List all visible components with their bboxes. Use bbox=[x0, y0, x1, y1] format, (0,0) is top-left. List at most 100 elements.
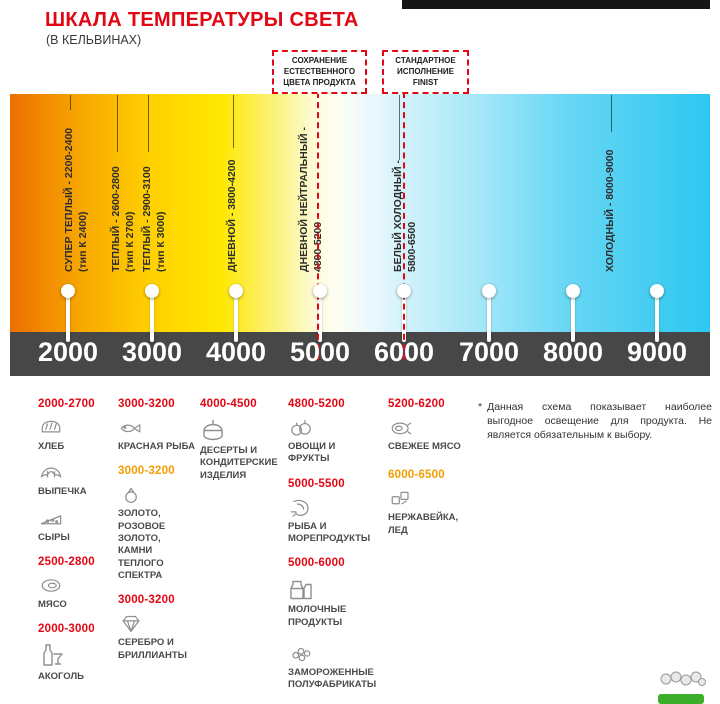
range-label: 5000-6000 bbox=[288, 557, 345, 570]
product-group: 5000-6000 МОЛОЧНЫЕ ПРОДУКТЫ ЗАМОРОЖЕННЫЕ… bbox=[288, 557, 378, 691]
callout-line: ЦВЕТА ПРОДУКТА bbox=[283, 77, 356, 87]
zone-label-cold: ХОЛОДНЫЙ - 8000-9000 bbox=[604, 150, 618, 272]
zone-sub: (тип К 3000) bbox=[154, 211, 167, 272]
product-item: СЫРЫ bbox=[38, 508, 114, 544]
zone-sub: 5800-6500 bbox=[405, 221, 418, 272]
product-group: 2000-2700 ХЛЕБ ВЫПЕЧКА СЫРЫ bbox=[38, 398, 114, 544]
footnote-asterisk: * bbox=[478, 401, 483, 413]
callout-natural-color: СОХРАНЕНИЕ ЕСТЕСТВЕННОГО ЦВЕТА ПРОДУКТА bbox=[272, 50, 367, 95]
range-label: 5200-6200 bbox=[388, 398, 445, 410]
product-item: ХЛЕБ bbox=[38, 417, 114, 453]
scale-marker-stem bbox=[487, 294, 491, 342]
zone-main: СУПЕР ТЕПЛЫЙ - 2200-2400 bbox=[63, 127, 75, 272]
product-label: МЯСО bbox=[38, 599, 67, 611]
kelvin-tick-6000: 6000 bbox=[373, 337, 435, 367]
bread-icon bbox=[38, 417, 64, 438]
product-column-1: 2000-2700 ХЛЕБ ВЫПЕЧКА СЫРЫ 250 bbox=[38, 398, 114, 696]
temperature-gradient-bar bbox=[10, 94, 710, 332]
range-label: 2500-2800 bbox=[38, 556, 95, 569]
product-label: ЗАМОРОЖЕННЫЕ ПОЛУФАБРИКАТЫ bbox=[288, 667, 377, 691]
zone-tick bbox=[70, 95, 71, 110]
product-column-2: 3000-3200 КРАСНАЯ РЫБА 3000-3200 ЗОЛОТО,… bbox=[118, 398, 196, 674]
alcohol-icon bbox=[38, 642, 64, 668]
pastry-icon bbox=[38, 462, 64, 483]
callout-finist-standard: СТАНДАРТНОЕ ИСПОЛНЕНИЕ FINIST bbox=[382, 50, 469, 95]
product-item: КРАСНАЯ РЫБА bbox=[118, 417, 196, 453]
product-group: 4800-5200 ОВОЩИ И ФРУКТЫ bbox=[288, 398, 378, 466]
product-item: НЕРЖАВЕЙКА, ЛЕД bbox=[388, 488, 468, 537]
gold-ring-icon bbox=[118, 484, 144, 505]
kelvin-tick-8000: 8000 bbox=[542, 337, 604, 367]
seafood-icon bbox=[288, 497, 314, 518]
range-label: 3000-3200 bbox=[118, 398, 175, 410]
scale-marker bbox=[313, 284, 327, 298]
page-title: ШКАЛА ТЕМПЕРАТУРЫ СВЕТА bbox=[45, 9, 359, 31]
product-label: СВЕЖЕЕ МЯСО bbox=[388, 441, 461, 452]
zone-tick bbox=[148, 95, 149, 152]
frozen-cluster-icon bbox=[660, 671, 706, 686]
zone-label-daylight: ДНЕВНОЙ - 3800-4200 bbox=[226, 160, 240, 273]
product-label: АКОГОЛЬ bbox=[38, 671, 84, 683]
zone-main: ТЕПЛЫЙ - 2600-2800 bbox=[110, 166, 122, 272]
zone-label-cold-white: БЕЛЫЙ ХОЛОДНЫЙ - 5800-6500 bbox=[392, 160, 419, 272]
zone-main: ДНЕВНОЙ - 3800-4200 bbox=[226, 159, 238, 273]
green-tag bbox=[658, 694, 704, 704]
kelvin-tick-7000: 7000 bbox=[458, 337, 520, 367]
product-group: 3000-3200 СЕРЕБРО И БРИЛЛИАНТЫ bbox=[118, 594, 196, 662]
range-label: 4800-5200 bbox=[288, 398, 345, 410]
product-group: 5200-6200 СВЕЖЕЕ МЯСО bbox=[388, 398, 468, 453]
kelvin-tick-3000: 3000 bbox=[121, 337, 183, 367]
product-group: 4000-4500 ДЕСЕРТЫ И КОНДИТЕРСКИЕ ИЗДЕЛИЯ bbox=[200, 398, 282, 482]
footnote-text: Данная схема показывает наиболее выгодно… bbox=[487, 401, 712, 442]
product-item: ОВОЩИ И ФРУКТЫ bbox=[288, 417, 378, 466]
zone-main: ДНЕВНОЙ НЕЙТРАЛЬНЫЙ - bbox=[298, 127, 310, 272]
callout-line: СОХРАНЕНИЕ bbox=[291, 56, 348, 65]
scale-marker-stem bbox=[655, 294, 659, 342]
diamond-icon bbox=[118, 613, 144, 634]
scale-marker-stem bbox=[571, 294, 575, 342]
product-item: ВЫПЕЧКА bbox=[38, 462, 114, 498]
product-label: ЗОЛОТО, РОЗОВОЕ ЗОЛОТО, КАМНИ ТЕПЛОГО СП… bbox=[118, 508, 166, 582]
zone-sub: (тип К 2400) bbox=[76, 211, 89, 272]
zone-label-super-warm: СУПЕР ТЕПЛЫЙ - 2200-2400 (тип К 2400) bbox=[63, 128, 90, 272]
product-column-5: 5200-6200 СВЕЖЕЕ МЯСО 6000-6500 НЕРЖАВЕЙ… bbox=[388, 398, 468, 549]
scale-marker bbox=[61, 284, 75, 298]
scale-marker-stem bbox=[66, 294, 70, 342]
zone-label-warm-2700: ТЕПЛЫЙ - 2600-2800 (тип К 2700) bbox=[110, 166, 137, 272]
callout-line: ЕСТЕСТВЕННОГО bbox=[283, 66, 356, 76]
product-label: РЫБА И МОРЕПРОДУКТЫ bbox=[288, 520, 371, 545]
scale-marker-stem bbox=[234, 294, 238, 342]
scale-marker bbox=[650, 284, 664, 298]
product-group: 2000-3000 АКОГОЛЬ bbox=[38, 623, 114, 683]
product-label: ДЕСЕРТЫ И КОНДИТЕРСКИЕ ИЗДЕЛИЯ bbox=[200, 445, 278, 481]
scale-marker bbox=[566, 284, 580, 298]
product-column-3: 4000-4500 ДЕСЕРТЫ И КОНДИТЕРСКИЕ ИЗДЕЛИЯ bbox=[200, 398, 282, 494]
meat-icon bbox=[38, 575, 64, 596]
callout-line: ИСПОЛНЕНИЕ bbox=[397, 66, 454, 76]
range-label: 4000-4500 bbox=[200, 398, 257, 410]
product-label: ОВОЩИ И ФРУКТЫ bbox=[288, 441, 336, 465]
kelvin-tick-5000: 5000 bbox=[289, 337, 351, 367]
scale-marker-stem bbox=[150, 294, 154, 342]
scale-marker-stem bbox=[318, 294, 322, 342]
zone-tick bbox=[399, 95, 400, 160]
frozen-products-thumbnail bbox=[658, 670, 708, 704]
product-item: ЗАМОРОЖЕННЫЕ ПОЛУФАБРИКАТЫ bbox=[288, 643, 378, 692]
product-group: 3000-3200 ЗОЛОТО, РОЗОВОЕ ЗОЛОТО, КАМНИ … bbox=[118, 465, 196, 582]
dairy-icon bbox=[288, 576, 314, 601]
zone-main: ТЕПЛЫЙ - 2900-3100 bbox=[141, 166, 153, 272]
zone-tick bbox=[117, 95, 118, 152]
product-group: 6000-6500 НЕРЖАВЕЙКА, ЛЕД bbox=[388, 469, 468, 537]
kelvin-tick-4000: 4000 bbox=[205, 337, 267, 367]
product-item: МОЛОЧНЫЕ ПРОДУКТЫ bbox=[288, 576, 378, 629]
product-item: СЕРЕБРО И БРИЛЛИАНТЫ bbox=[118, 613, 196, 662]
product-item: ЗОЛОТО, РОЗОВОЕ ЗОЛОТО, КАМНИ ТЕПЛОГО СП… bbox=[118, 484, 196, 582]
cheese-icon bbox=[38, 508, 64, 529]
top-dark-strip bbox=[402, 0, 710, 9]
footnote: * Данная схема показывает наиболее выгод… bbox=[478, 400, 712, 443]
product-group: 5000-5500 РЫБА И МОРЕПРОДУКТЫ bbox=[288, 478, 378, 546]
product-label: СЫРЫ bbox=[38, 531, 70, 543]
dessert-icon bbox=[200, 417, 226, 442]
page-subtitle: (В КЕЛЬВИНАХ) bbox=[46, 33, 142, 47]
